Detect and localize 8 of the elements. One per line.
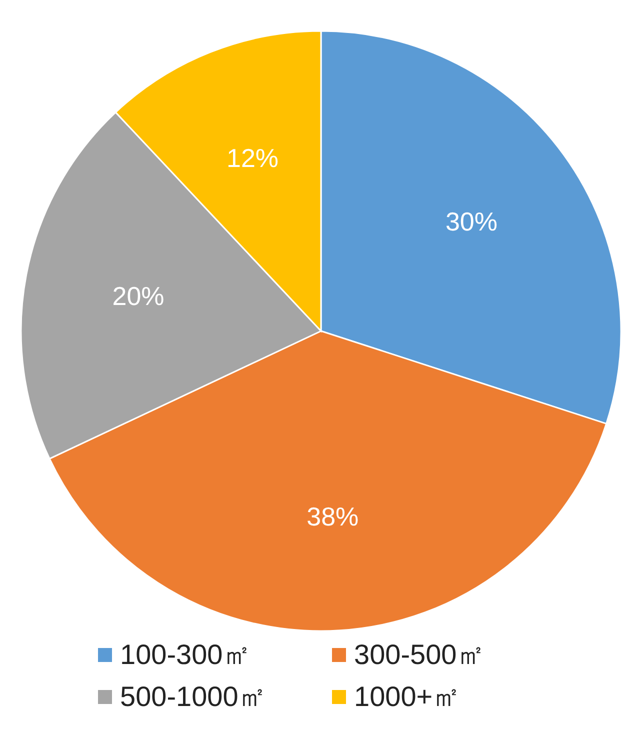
legend-label: 300-500㎡ [354,638,485,672]
data-label: 38% [306,502,359,532]
legend-label: 500-1000㎡ [120,680,266,714]
data-label: 30% [445,206,498,237]
legend-label: 1000+㎡ [354,680,461,714]
data-label: 20% [112,281,164,312]
legend-label: 100-300㎡ [120,638,251,672]
data-label: 12% [226,143,279,174]
